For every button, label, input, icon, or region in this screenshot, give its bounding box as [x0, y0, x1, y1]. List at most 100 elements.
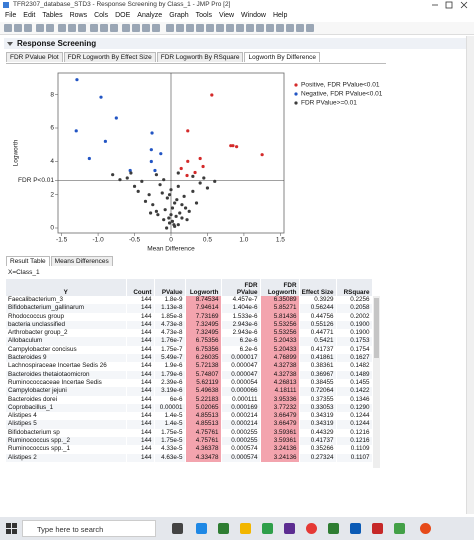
menu-item[interactable]: Window: [241, 12, 266, 19]
menu-item[interactable]: Help: [272, 12, 288, 19]
menu-item[interactable]: Edit: [23, 12, 36, 19]
data-point: [74, 129, 78, 133]
cell: 0.000214: [221, 412, 261, 421]
data-point: [180, 216, 184, 220]
cell: 0.1216: [336, 437, 373, 446]
data-point: [170, 206, 175, 210]
cell: 0.000574: [221, 453, 261, 462]
cell: 0.36967: [299, 370, 337, 379]
start-button[interactable]: [6, 523, 17, 534]
column-header[interactable]: FDR Logworth: [260, 279, 300, 296]
cell: Bacteroides dorei: [6, 395, 127, 404]
cell: 1.404e-6: [221, 304, 261, 313]
cell: 6.26035: [185, 354, 222, 363]
data-point: [176, 184, 180, 188]
tab[interactable]: Result Table: [6, 256, 50, 266]
data-point: [143, 199, 148, 203]
table-row: Lachnospiraceae Incertae Sedis 26 144 1.9e…: [6, 362, 373, 371]
table-row: Ruminococcus spp._2 144 1.75e-5 4.75761 0.00…: [6, 437, 373, 446]
column-header[interactable]: Logworth: [185, 279, 222, 296]
cell: Ruminococcus spp._2: [6, 437, 127, 446]
data-point: [179, 166, 183, 171]
header-row: Y Count PValue Logworth FDR PValue FDR Logwor…: [6, 279, 373, 296]
table-row: Bacteroides 9 144 5.49e-7 6.26035 0.000017 4.…: [6, 354, 373, 363]
cell: 4.457e-7: [221, 296, 261, 305]
cell: 7.73169: [185, 312, 222, 321]
menu-item[interactable]: Tools: [195, 12, 212, 19]
table-scrollbar[interactable]: [373, 296, 380, 468]
cell: 0.1216: [336, 428, 373, 438]
column-header[interactable]: Effect Size: [299, 279, 337, 296]
y-tick-label: 4: [50, 158, 54, 165]
data-point: [185, 218, 189, 222]
column-header[interactable]: Y: [6, 279, 127, 296]
data-point: [160, 191, 164, 195]
tab[interactable]: FDR Logworth By Effect Size: [63, 52, 156, 62]
window-scrollbar[interactable]: [466, 36, 474, 514]
menu-item[interactable]: Graph: [169, 12, 189, 19]
cell: 4.75761: [185, 428, 222, 438]
tab[interactable]: Means Differences: [50, 256, 113, 266]
cell: Arthrobacter group_2: [6, 329, 127, 338]
cell: 3.19e-6: [154, 387, 186, 396]
tab[interactable]: Logworth By Difference: [244, 52, 320, 62]
cell: 4.33e-5: [154, 445, 186, 454]
cell: 0.2002: [336, 312, 373, 321]
cell: 0.2256: [336, 296, 373, 305]
cell: 0.00001: [154, 403, 186, 413]
cell: 144: [126, 320, 155, 330]
cell: 5.49638: [185, 387, 222, 396]
cell: 0.000047: [221, 370, 261, 379]
menu-item[interactable]: File: [5, 12, 17, 19]
cell: 0.5421: [299, 337, 337, 346]
data-point: [235, 145, 239, 149]
table-row: Arthrobacter group_2 144 4.73e-8 7.32495 2.9…: [6, 329, 373, 338]
cell: 144: [126, 412, 155, 421]
data-point: [87, 156, 91, 161]
menu-item[interactable]: DOE: [115, 12, 131, 19]
cell: 0.000255: [221, 428, 261, 438]
cell: 5.22183: [185, 395, 222, 404]
data-point: [167, 216, 171, 220]
data-point: [111, 173, 115, 177]
cell: Allobaculum: [6, 337, 127, 346]
column-header[interactable]: FDR PValue: [221, 279, 261, 296]
search-box[interactable]: Type here to search: [22, 520, 156, 537]
data-point: [149, 159, 153, 164]
tab[interactable]: FDR PValue Plot: [6, 52, 63, 62]
data-point: [173, 201, 177, 205]
cell: 1.4e-5: [154, 420, 186, 429]
cell: Lachnospiraceae Incertae Sedis 26: [6, 362, 127, 371]
column-header[interactable]: Count: [126, 279, 155, 296]
cell: 0.000255: [221, 437, 261, 446]
cell: 4.18111: [260, 387, 300, 396]
menu-item[interactable]: Cols: [94, 12, 109, 19]
report-header[interactable]: Response Screening: [4, 38, 466, 49]
cell: 6.2e-6: [221, 345, 261, 355]
cell: 0.1489: [336, 370, 373, 379]
cell: 144: [126, 304, 155, 313]
cell: 4.85513: [185, 420, 222, 429]
cell: 0.34319: [299, 420, 337, 429]
menu-item[interactable]: Tables: [42, 12, 63, 19]
menu-item[interactable]: Analyze: [137, 12, 163, 19]
result-tabs: Result Table Means Differences: [6, 256, 114, 266]
y-tick-label: 0: [50, 225, 54, 232]
cell: 0.44771: [299, 329, 337, 338]
column-header[interactable]: PValue: [154, 279, 186, 296]
cell: 1.4e-5: [154, 412, 186, 421]
menu-item[interactable]: View: [219, 12, 235, 19]
title-bar: TFR2307_database_STD3 - Response Screeni…: [0, 0, 474, 10]
cell: 0.2058: [336, 304, 373, 313]
data-point: [169, 188, 173, 192]
cell: 8.74534: [185, 296, 222, 305]
tab[interactable]: FDR Logworth By RSquare: [156, 52, 244, 62]
window-controls[interactable]: [430, 1, 470, 9]
data-point: [165, 196, 169, 200]
data-point: [118, 178, 122, 182]
menu-item[interactable]: Rows: [69, 12, 88, 19]
cell: 4.73e-8: [154, 320, 186, 330]
column-header[interactable]: RSquare: [336, 279, 373, 296]
taskbar: Type here to search: [0, 517, 474, 540]
table-row: Campylobacter jejuni 144 3.19e-6 5.49638 0.0…: [6, 387, 373, 396]
